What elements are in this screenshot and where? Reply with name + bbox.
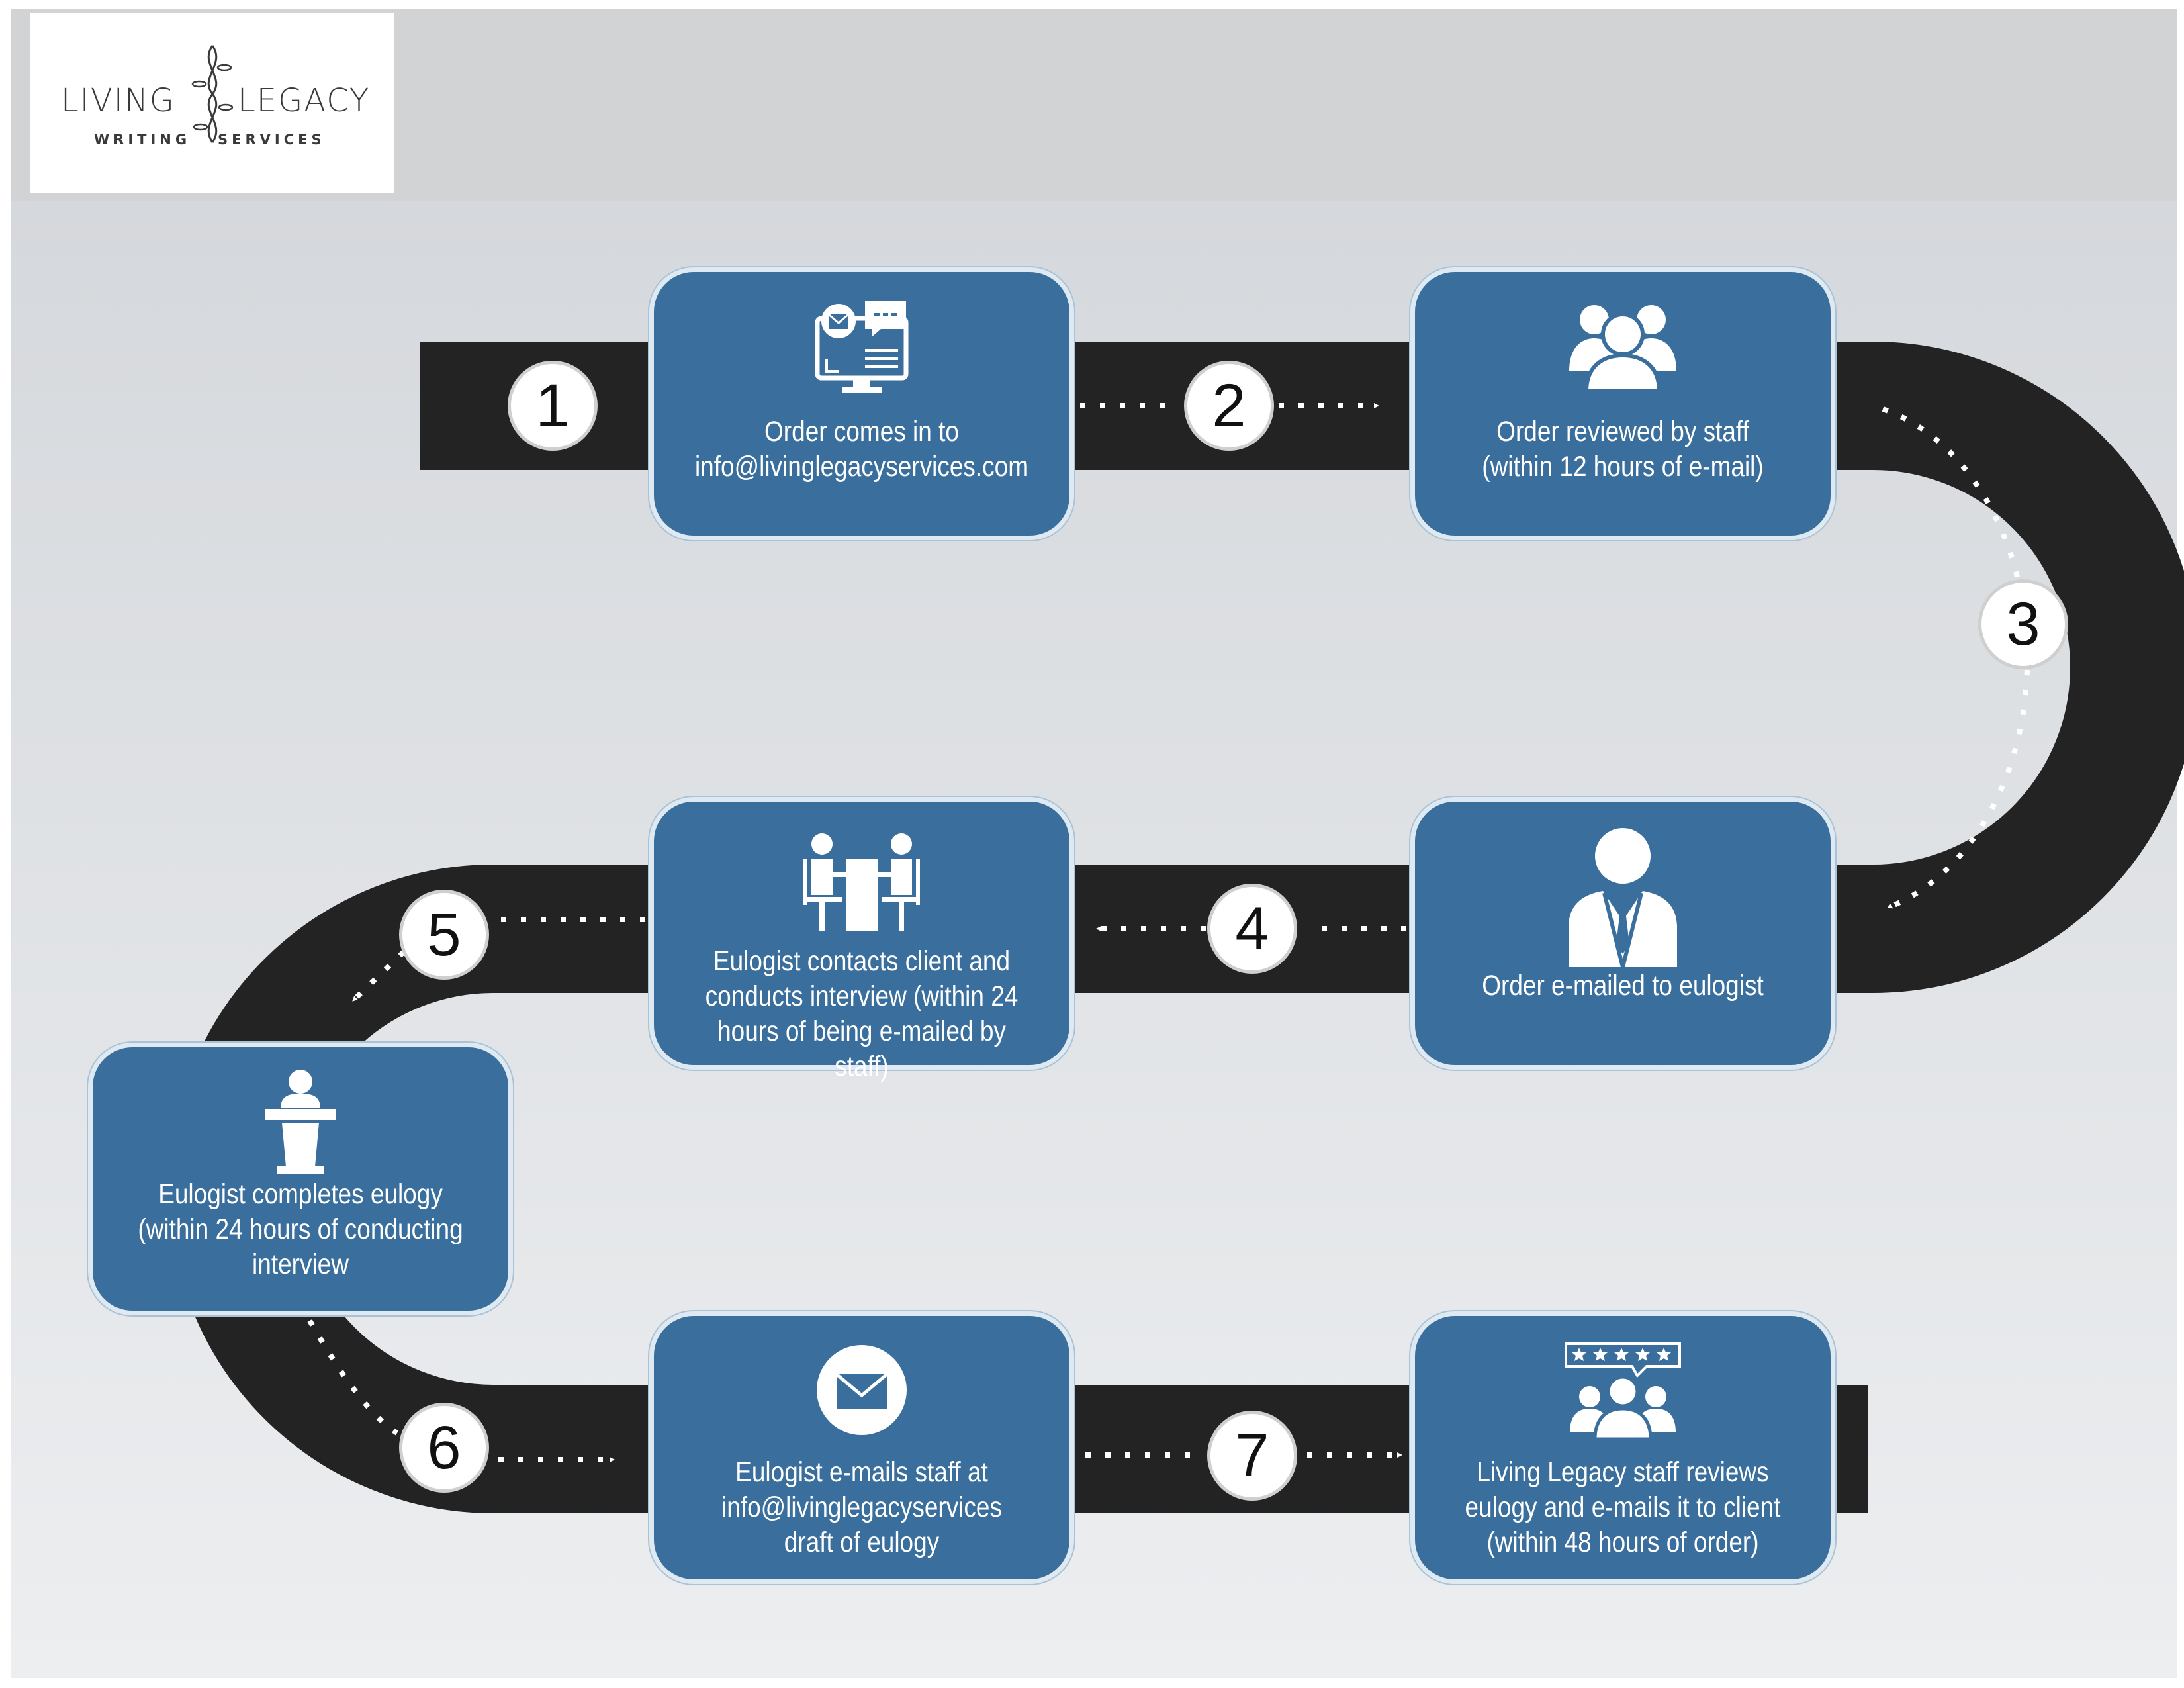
step-4-line: conducts interview (within 24 — [705, 980, 1019, 1012]
step-5-text: Eulogist completes eulogy (within 24 hou… — [132, 1177, 469, 1282]
star-icon — [1572, 1348, 1671, 1361]
step-7-line: Living Legacy staff reviews — [1477, 1456, 1769, 1488]
step-number-4: 4 — [1210, 887, 1294, 970]
step-3-line: Order e-mailed to eulogist — [1482, 970, 1764, 1002]
step-2-line: Order reviewed by staff — [1496, 416, 1749, 447]
step-5-line: interview — [252, 1248, 349, 1280]
step-2-line: (within 12 hours of e-mail) — [1482, 451, 1764, 483]
envelope-icon — [817, 1345, 907, 1435]
step-5-line: Eulogist completes eulogy — [158, 1178, 443, 1210]
logo-word-services: SERVICES — [218, 132, 326, 148]
step-4-text: Eulogist contacts client and conducts in… — [693, 944, 1030, 1084]
podium-speaker-icon — [265, 1070, 336, 1174]
step-6-line: draft of eulogy — [784, 1526, 940, 1558]
step-7-line: (within 48 hours of order) — [1486, 1526, 1759, 1558]
step-7-line: eulogy and e-mails it to client — [1465, 1491, 1781, 1523]
step-1-line: info@livinglegacyservices.com — [694, 451, 1029, 483]
logo-word-legacy: LEGACY — [238, 82, 371, 119]
interview-table-icon — [803, 833, 920, 931]
logo-word-writing: WRITING — [94, 132, 191, 148]
step-1-text: Order comes in to info@livinglegacyservi… — [693, 414, 1030, 485]
logo-word-living: LIVING — [61, 82, 175, 119]
computer-email-icon — [815, 301, 909, 393]
step-card-1: Order comes in to info@livinglegacyservi… — [654, 272, 1069, 536]
logo-vine-icon — [191, 45, 234, 143]
step-number-3: 3 — [1981, 583, 2065, 666]
step-card-3: Order e-mailed to eulogist — [1415, 802, 1831, 1065]
step-4-line: hours of being e-mailed by staff) — [717, 1015, 1006, 1082]
step-6-line: Eulogist e-mails staff at — [735, 1456, 988, 1488]
step-6-line: info@livinglegacyservices — [721, 1491, 1002, 1523]
step-card-5: Eulogist completes eulogy (within 24 hou… — [93, 1047, 508, 1311]
step-card-6: Eulogist e-mails staff at info@livingleg… — [654, 1316, 1069, 1579]
logo: LIVING LEGACY WRITING SERVICES — [30, 13, 394, 193]
step-1-line: Order comes in to — [764, 416, 959, 447]
step-number-2: 2 — [1187, 364, 1271, 447]
step-card-2: Order reviewed by staff (within 12 hours… — [1415, 272, 1831, 536]
arrow-to-6 — [307, 1319, 399, 1436]
step-number-1: 1 — [511, 364, 594, 447]
step-card-4: Eulogist contacts client and conducts in… — [654, 802, 1069, 1082]
rating-group-icon — [1565, 1342, 1681, 1439]
step-5-line: (within 24 hours of conducting — [138, 1213, 463, 1245]
step-number-5: 5 — [402, 893, 486, 976]
businessman-icon — [1569, 828, 1677, 967]
group-people-icon — [1569, 305, 1676, 393]
step-3-text: Order e-mailed to eulogist — [1454, 968, 1791, 1004]
step-2-text: Order reviewed by staff (within 12 hours… — [1454, 414, 1791, 485]
step-4-line: Eulogist contacts client and — [713, 945, 1011, 977]
step-card-7: Living Legacy staff reviews eulogy and e… — [1415, 1316, 1831, 1579]
step-number-7: 7 — [1210, 1414, 1294, 1497]
step-6-text: Eulogist e-mails staff at info@livingleg… — [693, 1455, 1030, 1560]
step-7-text: Living Legacy staff reviews eulogy and e… — [1454, 1455, 1791, 1560]
step-number-6: 6 — [402, 1406, 486, 1489]
road-end-left — [420, 342, 499, 470]
